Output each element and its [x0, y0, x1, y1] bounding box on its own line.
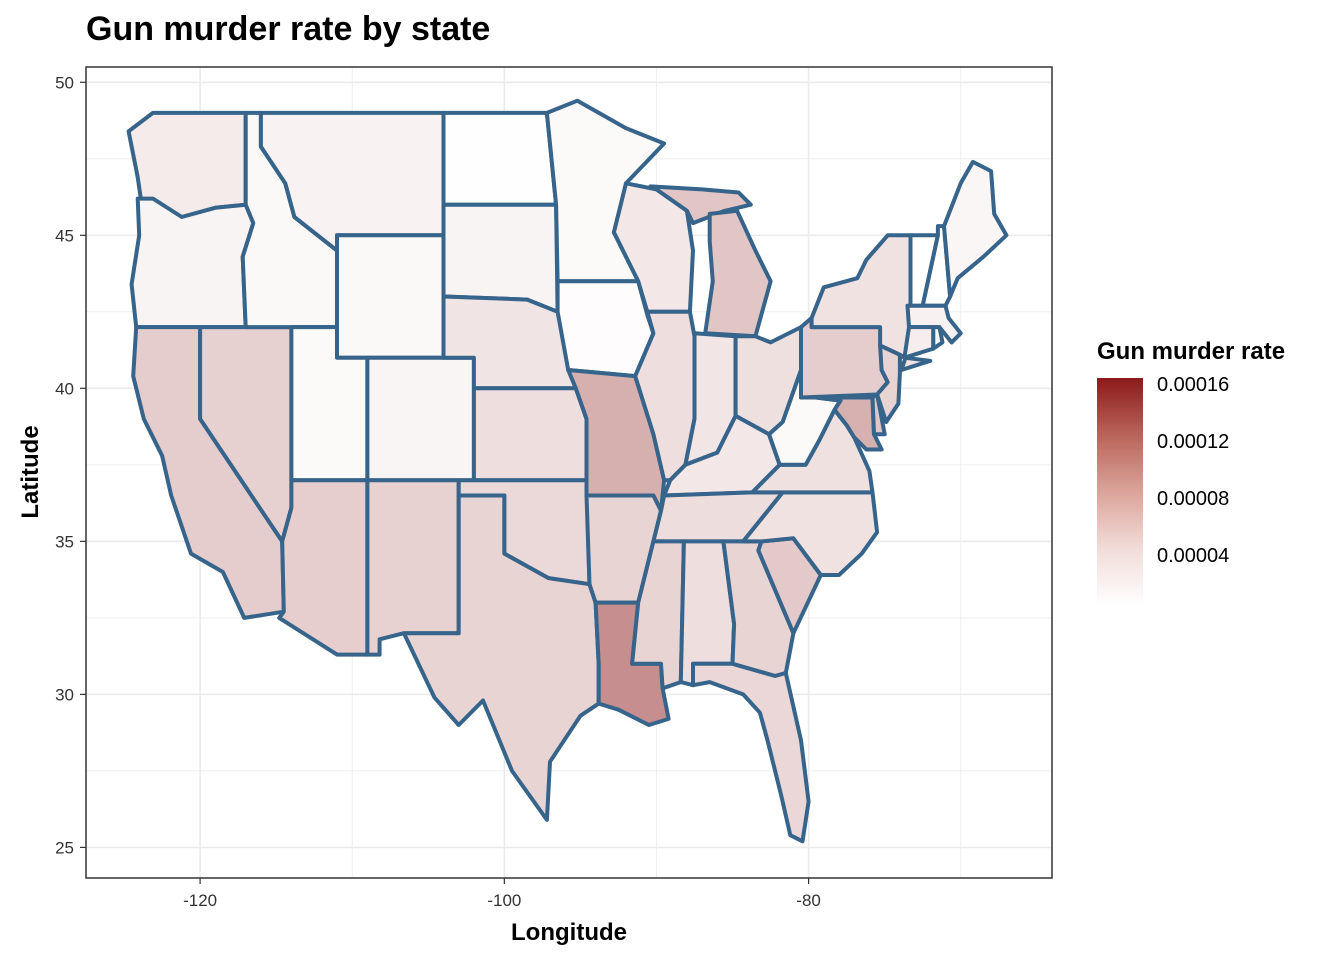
state-kansas [471, 386, 589, 483]
state-florida [691, 661, 811, 844]
legend-label: 0.00004 [1157, 545, 1230, 567]
legend-label: 0.00016 [1157, 374, 1230, 396]
state-new-mexico [365, 478, 461, 657]
x-tick-label: -120 [183, 891, 217, 910]
state-oregon [129, 196, 256, 330]
state-layer [126, 98, 1009, 844]
state-maine [942, 159, 1009, 299]
y-tick-label: 35 [55, 532, 74, 551]
state-north-dakota [441, 110, 559, 207]
legend-label: 0.00012 [1157, 431, 1230, 453]
state-connecticut [902, 325, 936, 360]
state-michigan-lower-peninsula [703, 208, 773, 339]
state-colorado [365, 355, 476, 483]
y-tick-label: 30 [55, 685, 74, 704]
panel-border [85, 66, 1053, 879]
x-tick-label: -100 [487, 891, 521, 910]
legend-colorbar [1097, 378, 1143, 606]
axis-ticks: -120 -100 -80 25 30 35 40 45 50 [55, 73, 821, 910]
state-mississippi [630, 539, 686, 691]
legend-label: 0.00008 [1157, 488, 1230, 510]
x-tick-label: -80 [796, 891, 821, 910]
state-new-jersey [875, 343, 902, 424]
y-tick-label: 45 [55, 226, 74, 245]
y-tick-label: 40 [55, 379, 74, 398]
state-rhode-island [931, 325, 945, 351]
state-wyoming [335, 233, 446, 360]
x-axis-title: Longitude [511, 919, 627, 946]
y-tick-label: 25 [55, 838, 74, 857]
legend-title: Gun murder rate [1097, 338, 1286, 365]
state-iowa [555, 279, 656, 379]
chart-title: Gun murder rate by state [86, 10, 491, 48]
state-arizona [277, 478, 370, 657]
state-pennsylvania [799, 316, 890, 400]
state-texas [401, 493, 601, 822]
y-axis-title: Latitude [17, 425, 44, 518]
y-tick-label: 50 [55, 73, 74, 92]
